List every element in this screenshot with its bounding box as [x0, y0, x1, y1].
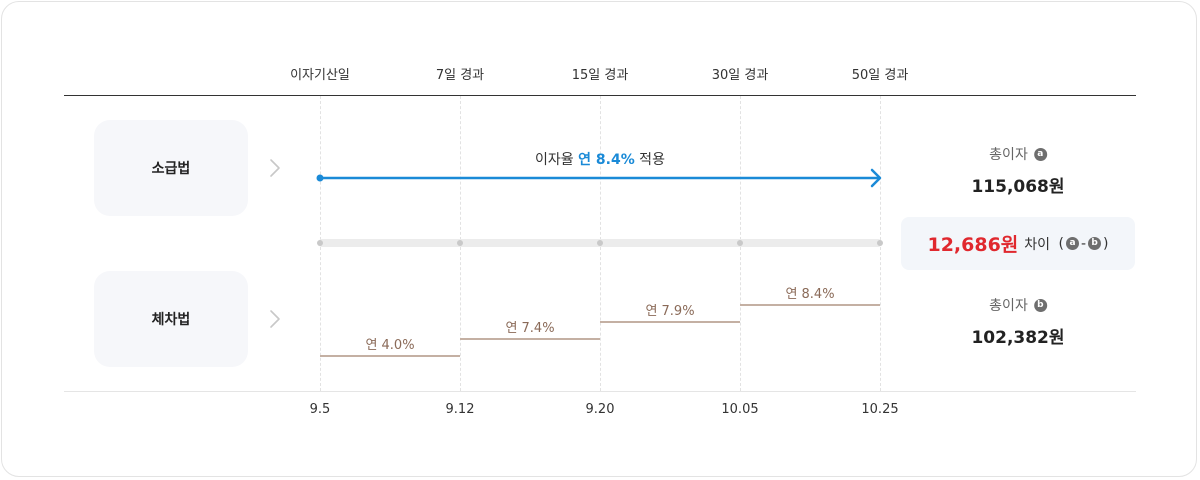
difference-label: 차이: [1024, 236, 1051, 253]
timeline-dot: [737, 240, 743, 246]
paren-close: ): [1103, 235, 1109, 252]
timeline-header-50days: 50일 경과: [851, 68, 909, 83]
timeline-dot: [877, 240, 883, 246]
difference-amount: 12,686원: [927, 234, 1019, 256]
rate-step-1: [320, 355, 460, 357]
dash: -: [1080, 235, 1087, 252]
timeline-header-30days: 30일 경과: [711, 68, 769, 83]
timeline-dot: [457, 240, 463, 246]
rate-highlight: 연 8.4%: [578, 152, 635, 168]
timeline-header-start: 이자기산일: [290, 68, 350, 83]
rate-step-4: [740, 304, 880, 306]
chevron-right-icon: [270, 159, 280, 177]
lump-sum-rate-label: 이자율 연 8.4% 적용: [535, 149, 665, 169]
timeline-dot: [317, 240, 323, 246]
rate-step-2: [460, 338, 600, 340]
rate-step-label-2: 연 7.4%: [505, 321, 555, 336]
badge-b: b: [1088, 237, 1102, 250]
badge-a: a: [1033, 147, 1047, 161]
timeline-header-15days: 15일 경과: [571, 68, 629, 83]
difference-box: 12,686원 차이 (a - b): [901, 217, 1135, 270]
total-interest-value-b: 102,382원: [971, 328, 1065, 348]
rate-step-3: [600, 321, 740, 323]
footer-divider: [64, 391, 1136, 392]
total-label-text: 총이자: [989, 147, 1028, 163]
date-label: 10.05: [721, 402, 759, 417]
chevron-right-icon: [270, 310, 280, 328]
rate-step-label-3: 연 7.9%: [645, 304, 695, 319]
header-divider: [64, 95, 1136, 96]
date-label: 9.5: [309, 402, 331, 417]
total-label-text: 총이자: [989, 298, 1028, 314]
date-label: 9.20: [585, 402, 615, 417]
badge-a: a: [1065, 237, 1079, 250]
rate-prefix: 이자율: [535, 152, 579, 168]
arrow-right-icon: [316, 168, 882, 188]
badge-b: b: [1033, 298, 1047, 312]
timeline-dot: [597, 240, 603, 246]
paren-open: (: [1058, 235, 1064, 252]
method-box-lump-sum: 소급법: [94, 120, 248, 216]
method-box-tiered: 체차법: [94, 271, 248, 367]
total-interest-value-a: 115,068원: [971, 177, 1065, 197]
total-interest-label-a: 총이자 a: [989, 144, 1047, 164]
rate-step-label-4: 연 8.4%: [785, 287, 835, 302]
rate-suffix: 적용: [634, 152, 665, 168]
total-interest-label-b: 총이자 b: [989, 295, 1047, 315]
date-label: 10.25: [861, 402, 899, 417]
timeline-header-7days: 7일 경과: [435, 68, 485, 83]
rate-step-label-1: 연 4.0%: [365, 338, 415, 353]
difference-text: 차이 (a - b): [1024, 234, 1108, 254]
date-label: 9.12: [445, 402, 475, 417]
